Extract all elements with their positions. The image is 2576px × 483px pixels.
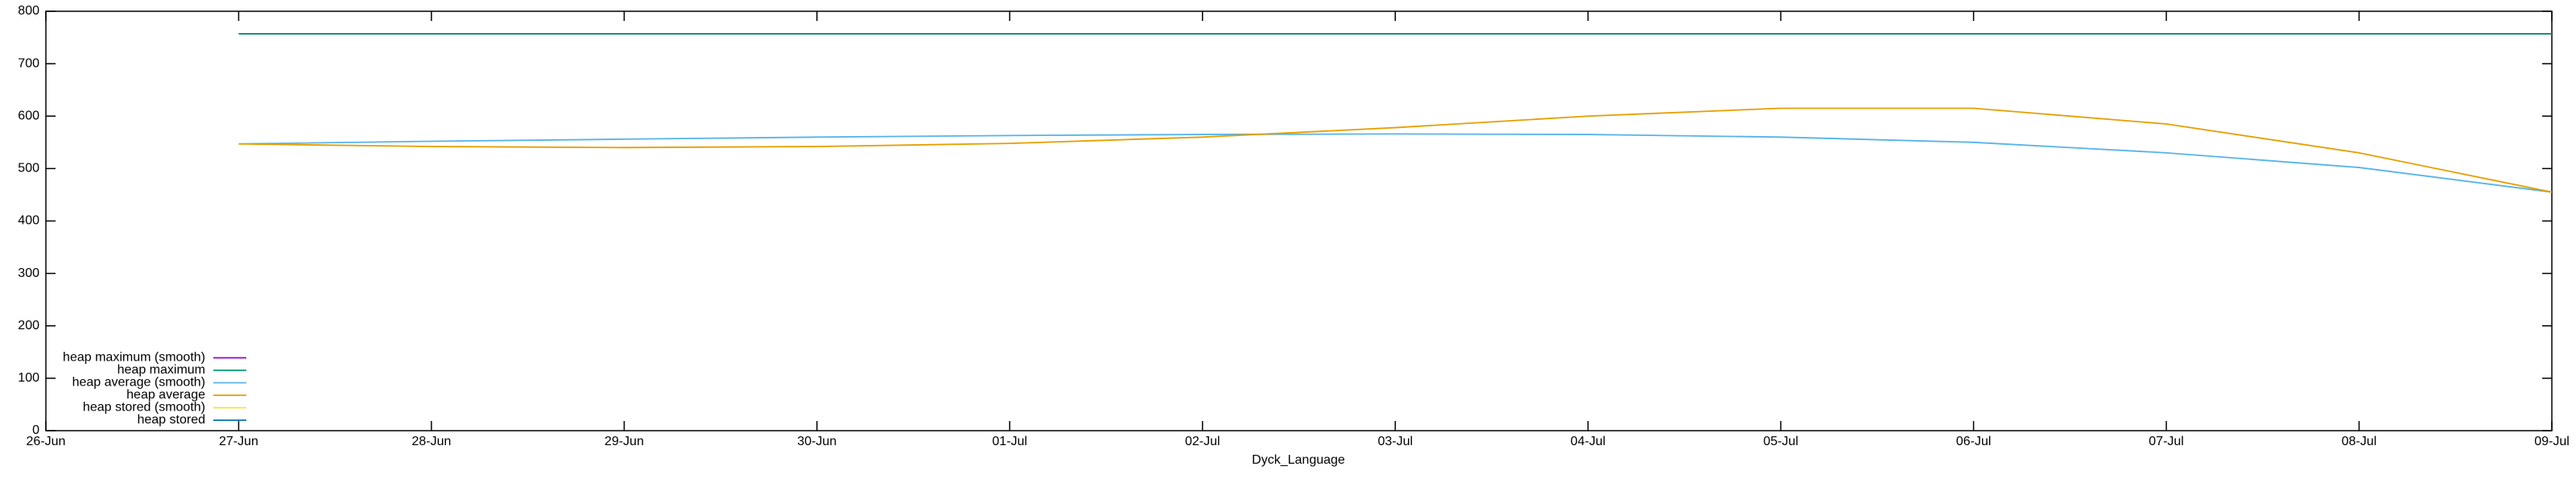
plot-frame — [45, 10, 2553, 431]
legend-label: heap average (smooth) — [72, 376, 205, 390]
x-tick-label: 29-Jun — [605, 435, 644, 448]
y-tick-label: 700 — [18, 56, 39, 70]
legend-label: heap stored (smooth) — [83, 401, 205, 415]
x-tick-label: 09-Jul — [2534, 435, 2570, 448]
series-line — [238, 133, 2553, 193]
y-tick-label: 100 — [18, 371, 39, 385]
x-tick-label: 30-Jun — [797, 435, 836, 448]
y-tick-label: 800 — [18, 4, 39, 18]
x-tick-label: 03-Jul — [1377, 435, 1413, 448]
x-tick-label: 04-Jul — [1571, 435, 1606, 448]
x-tick-label: 27-Jun — [219, 435, 258, 448]
x-tick-label: 08-Jul — [2342, 435, 2377, 448]
series-line — [238, 107, 2553, 193]
x-tick-label: 26-Jun — [27, 435, 66, 448]
x-tick-label: 06-Jul — [1956, 435, 1992, 448]
y-tick-label: 200 — [18, 319, 39, 332]
legend-label: heap maximum (smooth) — [63, 351, 205, 365]
x-tick-label: 07-Jul — [2149, 435, 2184, 448]
x-tick-label: 01-Jul — [993, 435, 1028, 448]
x-axis-label: Dyck_Language — [1252, 453, 1345, 467]
x-tick-label: 28-Jun — [411, 435, 451, 448]
y-tick-label: 600 — [18, 109, 39, 122]
y-tick-label: 300 — [18, 266, 39, 280]
legend-label: heap stored — [137, 413, 205, 427]
legend-label: heap maximum — [118, 363, 205, 377]
y-tick-label: 500 — [18, 162, 39, 175]
y-tick-label: 400 — [18, 214, 39, 228]
x-tick-label: 02-Jul — [1185, 435, 1220, 448]
legend-label: heap average — [126, 388, 205, 402]
y-tick-label: 0 — [32, 423, 39, 437]
x-tick-label: 05-Jul — [1763, 435, 1798, 448]
